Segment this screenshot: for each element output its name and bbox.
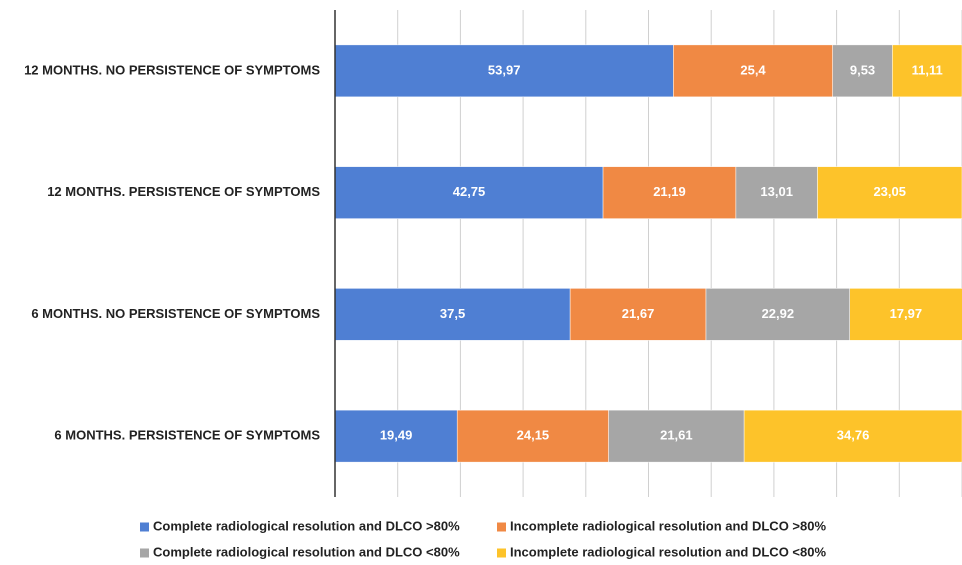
bar-segment bbox=[334, 409, 458, 463]
bar-segment bbox=[735, 166, 818, 219]
data-label: 23,05 bbox=[873, 184, 906, 199]
data-label: 17,97 bbox=[890, 306, 923, 321]
legend-label: Incomplete radiological resolution and D… bbox=[510, 518, 826, 533]
bar-segment bbox=[602, 166, 737, 219]
data-label: 25,4 bbox=[740, 62, 766, 77]
category-label: 6 MONTHS. NO PERSISTENCE OF SYMPTOMS bbox=[31, 306, 320, 321]
bar-segment bbox=[892, 44, 962, 98]
data-label: 53,97 bbox=[488, 62, 521, 77]
bar-segment bbox=[608, 409, 745, 463]
bar-segment bbox=[817, 166, 962, 219]
legend-label: Complete radiological resolution and DLC… bbox=[153, 544, 460, 559]
bar-segment bbox=[456, 409, 609, 463]
bar-segment bbox=[743, 409, 962, 463]
data-label: 9,53 bbox=[850, 62, 875, 77]
data-label: 34,76 bbox=[837, 428, 870, 443]
legend-swatch bbox=[140, 548, 149, 558]
data-label: 11,11 bbox=[912, 62, 943, 77]
data-label: 24,15 bbox=[517, 428, 550, 443]
data-label: 21,61 bbox=[660, 428, 693, 443]
legend-swatch bbox=[140, 522, 149, 532]
bar-segment bbox=[569, 288, 707, 341]
category-label: 12 MONTHS. PERSISTENCE OF SYMPTOMS bbox=[47, 184, 320, 199]
data-label: 37,5 bbox=[440, 306, 465, 321]
bar-segment bbox=[832, 44, 893, 98]
data-label: 21,67 bbox=[622, 306, 655, 321]
data-label: 19,49 bbox=[380, 428, 413, 443]
bar-segment bbox=[334, 44, 674, 98]
bar-segment bbox=[849, 288, 962, 341]
legend-label: Incomplete radiological resolution and D… bbox=[510, 544, 826, 559]
bar-segment bbox=[334, 288, 571, 341]
legend-swatch bbox=[497, 522, 506, 532]
data-label: 22,92 bbox=[762, 306, 795, 321]
category-label: 12 MONTHS. NO PERSISTENCE OF SYMPTOMS bbox=[24, 62, 320, 77]
bar-segment bbox=[705, 288, 850, 341]
category-label: 6 MONTHS. PERSISTENCE OF SYMPTOMS bbox=[54, 428, 320, 443]
bar-segment bbox=[673, 44, 833, 98]
data-label: 13,01 bbox=[760, 184, 793, 199]
data-label: 42,75 bbox=[453, 184, 486, 199]
legend-label: Complete radiological resolution and DLC… bbox=[153, 518, 460, 533]
legend-swatch bbox=[497, 548, 506, 558]
data-label: 21,19 bbox=[653, 184, 686, 199]
